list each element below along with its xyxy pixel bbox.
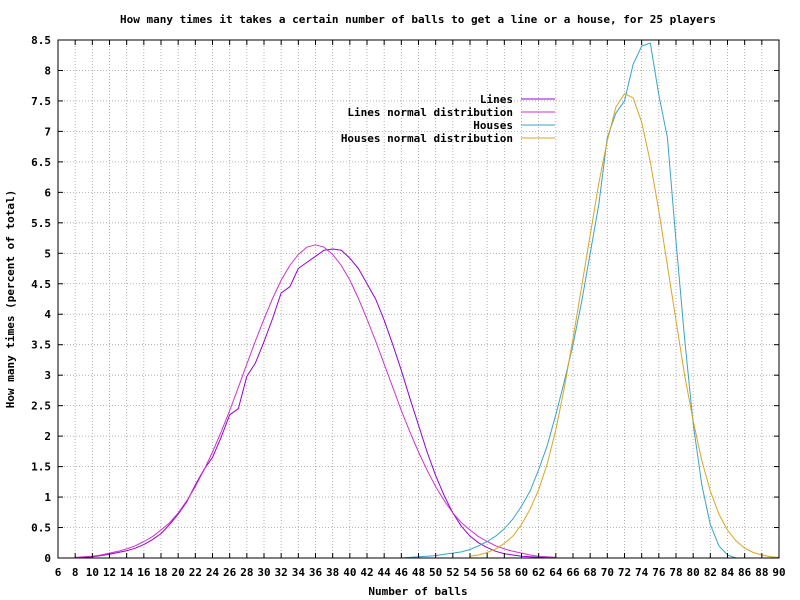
x-tick-label: 72 bbox=[618, 566, 631, 579]
x-tick-label: 18 bbox=[154, 566, 167, 579]
y-tick-label: 3.5 bbox=[31, 339, 51, 352]
x-tick-label: 74 bbox=[635, 566, 649, 579]
x-tick-label: 58 bbox=[498, 566, 511, 579]
x-tick-label: 14 bbox=[120, 566, 134, 579]
legend-label-houses-normal-distribution: Houses normal distribution bbox=[341, 132, 513, 145]
x-tick-label: 44 bbox=[378, 566, 392, 579]
x-tick-label: 80 bbox=[687, 566, 700, 579]
y-tick-label: 4.5 bbox=[31, 278, 51, 291]
series-line-houses bbox=[401, 42, 737, 559]
series-layer bbox=[75, 42, 780, 559]
x-tick-label: 16 bbox=[137, 566, 151, 579]
legend-label-houses: Houses bbox=[473, 119, 513, 132]
x-tick-label: 28 bbox=[240, 566, 253, 579]
x-tick-label: 68 bbox=[584, 566, 597, 579]
series-line-lines bbox=[75, 248, 556, 559]
x-tick-label: 38 bbox=[326, 566, 339, 579]
x-tick-label: 70 bbox=[601, 566, 614, 579]
y-tick-label: 1.5 bbox=[31, 461, 51, 474]
x-tick-label: 78 bbox=[669, 566, 682, 579]
x-tick-label: 46 bbox=[395, 566, 409, 579]
x-tick-label: 12 bbox=[103, 566, 116, 579]
x-tick-label: 50 bbox=[429, 566, 442, 579]
x-tick-label: 10 bbox=[86, 566, 99, 579]
legend-label-lines-normal-distribution: Lines normal distribution bbox=[347, 106, 513, 119]
x-tick-label: 20 bbox=[172, 566, 185, 579]
y-tick-label: 0.5 bbox=[31, 522, 51, 535]
y-tick-label: 7 bbox=[44, 125, 51, 138]
y-tick-label: 0 bbox=[44, 552, 51, 565]
chart-title: How many times it takes a certain number… bbox=[120, 13, 716, 26]
x-tick-label: 26 bbox=[223, 566, 237, 579]
x-tick-label: 76 bbox=[652, 566, 666, 579]
x-tick-label: 64 bbox=[549, 566, 563, 579]
x-tick-label: 48 bbox=[412, 566, 425, 579]
x-tick-label: 86 bbox=[738, 566, 752, 579]
y-axis-ticks: 0 0.5 1 1.5 2 2.5 3 3.5 4 4.5 5 5.5 6 6.5 7 7.5 8 8.5 bbox=[31, 34, 779, 565]
x-tick-label: 36 bbox=[309, 566, 323, 579]
y-tick-label: 5 bbox=[44, 247, 51, 260]
y-tick-label: 3 bbox=[44, 369, 51, 382]
x-tick-label: 30 bbox=[257, 566, 270, 579]
grid bbox=[58, 40, 779, 558]
x-tick-label: 6 bbox=[55, 566, 62, 579]
y-tick-label: 6.5 bbox=[31, 156, 51, 169]
x-tick-label: 52 bbox=[446, 566, 459, 579]
legend-label-lines: Lines bbox=[480, 93, 513, 106]
series-line-houses-normal-distribution bbox=[469, 93, 780, 558]
y-tick-label: 2.5 bbox=[31, 400, 51, 413]
x-tick-label: 40 bbox=[343, 566, 356, 579]
x-axis-ticks: 6 8 10 12 14 16 18 20 22 24 26 28 30 32 34 36 38 40 42 44 46… bbox=[55, 40, 786, 579]
y-tick-label: 1 bbox=[44, 491, 51, 504]
y-tick-label: 6 bbox=[44, 186, 51, 199]
y-tick-label: 5.5 bbox=[31, 217, 51, 230]
x-tick-label: 82 bbox=[704, 566, 717, 579]
x-tick-label: 22 bbox=[189, 566, 202, 579]
x-tick-label: 84 bbox=[721, 566, 735, 579]
y-tick-label: 7.5 bbox=[31, 95, 51, 108]
x-tick-label: 8 bbox=[72, 566, 79, 579]
x-tick-label: 88 bbox=[755, 566, 768, 579]
y-tick-label: 4 bbox=[44, 308, 51, 321]
series-line-lines-normal-distribution bbox=[75, 244, 556, 558]
x-tick-label: 34 bbox=[292, 566, 306, 579]
x-tick-label: 24 bbox=[206, 566, 220, 579]
x-tick-label: 56 bbox=[481, 566, 495, 579]
x-tick-label: 54 bbox=[463, 566, 477, 579]
y-axis-label: How many times (percent of total) bbox=[4, 190, 17, 409]
y-tick-label: 8.5 bbox=[31, 34, 51, 47]
x-tick-label: 60 bbox=[515, 566, 528, 579]
x-tick-label: 42 bbox=[360, 566, 373, 579]
y-tick-label: 8 bbox=[44, 64, 51, 77]
x-axis-label: Number of balls bbox=[368, 585, 467, 598]
x-tick-label: 90 bbox=[772, 566, 785, 579]
y-tick-label: 2 bbox=[44, 430, 51, 443]
x-tick-label: 66 bbox=[566, 566, 580, 579]
x-tick-label: 62 bbox=[532, 566, 545, 579]
x-tick-label: 32 bbox=[275, 566, 288, 579]
